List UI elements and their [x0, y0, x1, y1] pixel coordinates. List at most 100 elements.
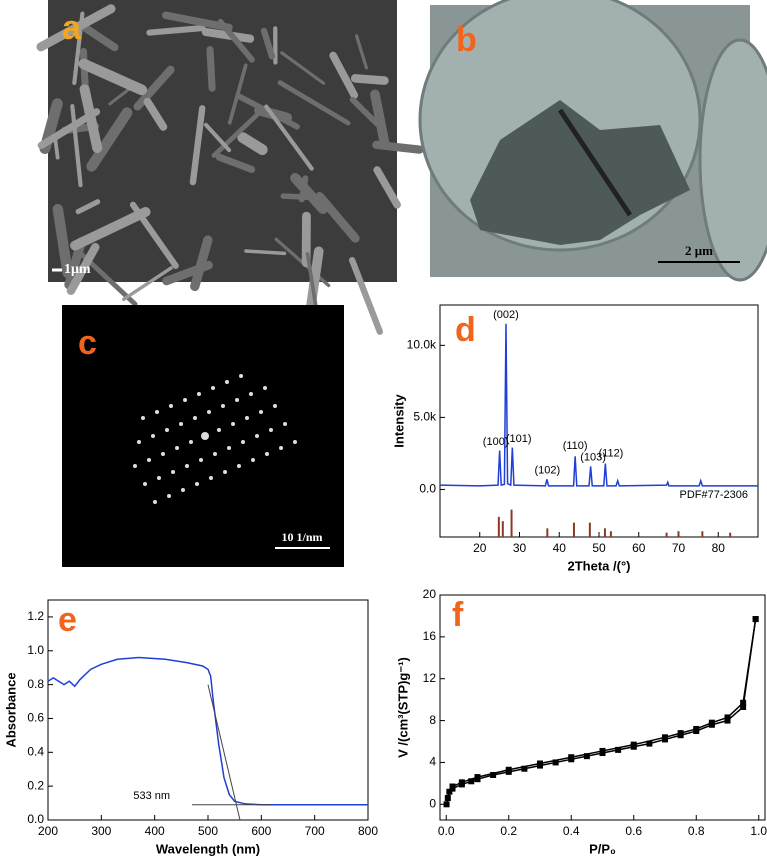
diffraction-spot — [201, 432, 209, 440]
diffraction-spot — [175, 446, 179, 450]
dendrite — [373, 166, 401, 209]
x-tick-label: 400 — [145, 824, 165, 838]
dendrite — [52, 203, 73, 278]
y-axis-label: V /(cm³(STP)g⁻¹) — [395, 657, 410, 758]
data-point — [752, 616, 759, 623]
diffraction-spot — [221, 404, 225, 408]
annotation: (110) — [563, 440, 588, 452]
diffraction-spot — [153, 500, 157, 504]
dendrite — [133, 65, 175, 111]
dendrite — [36, 4, 116, 52]
scale-bar-label: 1μm — [64, 262, 91, 277]
panel-letter: c — [78, 324, 97, 362]
dendrite — [162, 260, 213, 286]
data-line — [47, 656, 368, 806]
dendrite — [146, 25, 206, 36]
dendrite — [290, 172, 328, 215]
annotation: 533 nm — [133, 790, 170, 802]
annotation: (002) — [493, 309, 519, 321]
diffraction-spot — [171, 470, 175, 474]
y-tick-label: 0.4 — [27, 744, 44, 758]
dendrite — [190, 235, 213, 292]
x-tick-label: 300 — [91, 824, 111, 838]
diffraction-spot — [245, 416, 249, 420]
annotation: (102) — [534, 465, 560, 477]
data-point — [693, 725, 700, 732]
annotation: (101) — [506, 433, 532, 445]
x-tick-label: 1.0 — [750, 824, 767, 838]
dendrite — [237, 132, 268, 156]
diffraction-spot — [239, 374, 243, 378]
diffraction-spot — [197, 392, 201, 396]
y-tick-label: 1.2 — [27, 609, 44, 623]
data-point — [677, 730, 684, 737]
diffraction-spot — [225, 380, 229, 384]
diffraction-spot — [235, 398, 239, 402]
data-point — [630, 741, 637, 748]
data-point — [708, 719, 715, 726]
dendrite — [329, 51, 359, 99]
data-line — [439, 323, 758, 487]
dendrite — [189, 105, 206, 186]
dendrite — [349, 96, 381, 127]
x-tick-label: 0.0 — [438, 824, 455, 838]
panel-letter: a — [62, 9, 82, 47]
data-point — [474, 774, 481, 781]
data-point — [521, 765, 528, 772]
dendrite — [53, 135, 60, 160]
y-tick-label: 10.0k — [407, 338, 437, 352]
y-tick-label: 8 — [429, 713, 436, 727]
dendrite — [70, 206, 151, 251]
y-tick-label: 4 — [429, 755, 436, 769]
data-point — [458, 779, 465, 786]
data-point — [615, 746, 622, 753]
x-tick-label: 200 — [38, 824, 58, 838]
x-tick-label: 50 — [592, 541, 606, 555]
dendrite — [122, 266, 173, 301]
diffraction-spot — [137, 440, 141, 444]
diffraction-spot — [207, 410, 211, 414]
data-point — [583, 753, 590, 760]
x-tick-label: 0.6 — [625, 824, 642, 838]
diffraction-spot — [241, 440, 245, 444]
diffraction-spot — [223, 470, 227, 474]
dendrite — [78, 22, 119, 52]
diffraction-spot — [133, 464, 137, 468]
diffraction-spot — [199, 458, 203, 462]
x-tick-label: 600 — [251, 824, 271, 838]
diffraction-spot — [227, 446, 231, 450]
data-point — [444, 795, 451, 802]
x-tick-label: 500 — [198, 824, 218, 838]
diffraction-spot — [209, 476, 213, 480]
diffraction-spot — [143, 482, 147, 486]
sem-image — [36, 0, 424, 335]
data-point — [662, 734, 668, 741]
tem-image — [418, 0, 767, 282]
data-point — [646, 740, 653, 747]
diffraction-spot — [213, 452, 217, 456]
x-tick-label: 40 — [553, 541, 567, 555]
dendrite — [78, 58, 148, 96]
dendrite — [370, 89, 390, 149]
tangent-line — [207, 684, 241, 821]
dendrite — [129, 201, 179, 269]
diffraction-spot — [141, 416, 145, 420]
data-point — [446, 788, 453, 795]
dendrite — [70, 104, 83, 188]
dendrite — [75, 199, 101, 215]
dendrite — [215, 153, 256, 173]
x-tick-label: 0.8 — [688, 824, 705, 838]
x-axis-label: 2Theta /(°) — [568, 558, 631, 573]
diffraction-spot — [165, 428, 169, 432]
dendrite — [244, 249, 287, 256]
diffraction-spot — [265, 452, 269, 456]
dendrite — [260, 27, 276, 60]
data-line — [452, 618, 757, 788]
dendrite — [372, 140, 424, 154]
diffraction-spot — [195, 482, 199, 486]
y-tick-label: 0.0 — [27, 812, 44, 826]
dendrite — [143, 97, 168, 131]
diffraction-spot — [255, 434, 259, 438]
x-tick-label: 70 — [672, 541, 686, 555]
diffraction-spot — [185, 464, 189, 468]
